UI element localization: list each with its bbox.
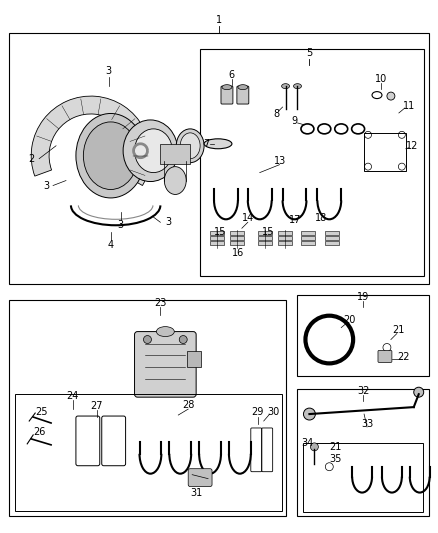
Text: 21: 21	[329, 442, 342, 452]
Bar	[304, 443, 423, 512]
Text: 12: 12	[406, 141, 418, 151]
Bar	[210, 231, 224, 235]
Text: 24: 24	[67, 391, 79, 401]
FancyBboxPatch shape	[134, 332, 196, 397]
Ellipse shape	[282, 84, 290, 88]
Bar	[187, 351, 201, 367]
Ellipse shape	[180, 133, 200, 159]
Bar	[278, 241, 292, 245]
FancyBboxPatch shape	[378, 351, 392, 362]
Circle shape	[414, 387, 424, 397]
Text: 35: 35	[329, 454, 342, 464]
Text: 6: 6	[229, 70, 235, 80]
Bar	[230, 231, 244, 235]
Ellipse shape	[238, 85, 248, 90]
FancyBboxPatch shape	[237, 86, 249, 104]
Text: 22: 22	[398, 352, 410, 362]
Text: 4: 4	[108, 240, 114, 250]
Text: 9: 9	[291, 116, 297, 126]
Text: 23: 23	[154, 298, 166, 308]
Bar	[258, 241, 272, 245]
Text: 34: 34	[301, 438, 314, 448]
Bar	[301, 231, 315, 235]
Bar	[210, 241, 224, 245]
Bar	[160, 144, 190, 164]
Text: 25: 25	[35, 407, 47, 417]
Text: 3: 3	[43, 181, 49, 190]
Circle shape	[311, 443, 318, 451]
Text: 33: 33	[361, 419, 373, 429]
Ellipse shape	[164, 167, 186, 195]
Bar	[9, 34, 429, 284]
Circle shape	[179, 336, 187, 343]
Ellipse shape	[204, 139, 232, 149]
Text: 31: 31	[190, 488, 202, 498]
Bar	[210, 236, 224, 240]
Bar	[258, 236, 272, 240]
Text: 3: 3	[117, 220, 124, 230]
Text: 14: 14	[242, 213, 254, 223]
Bar	[230, 241, 244, 245]
Text: 32: 32	[357, 386, 369, 396]
Bar	[325, 241, 339, 245]
Ellipse shape	[83, 122, 138, 190]
Text: 8: 8	[274, 109, 280, 119]
Ellipse shape	[293, 84, 301, 88]
Text: 26: 26	[33, 427, 46, 437]
Ellipse shape	[156, 327, 174, 336]
Bar	[297, 389, 429, 516]
Text: 10: 10	[375, 74, 387, 84]
FancyBboxPatch shape	[188, 469, 212, 487]
Wedge shape	[31, 96, 150, 185]
Bar	[258, 231, 272, 235]
Bar	[9, 300, 286, 516]
Text: 3: 3	[165, 217, 171, 227]
Text: 19: 19	[357, 292, 369, 302]
Text: 16: 16	[232, 248, 244, 258]
Ellipse shape	[176, 129, 204, 163]
Text: 20: 20	[343, 314, 355, 325]
Text: 3: 3	[106, 66, 112, 76]
Text: 17: 17	[290, 215, 302, 225]
Circle shape	[387, 92, 395, 100]
Bar	[278, 231, 292, 235]
Bar	[301, 236, 315, 240]
Text: 7: 7	[203, 139, 209, 149]
Text: 15: 15	[261, 227, 274, 237]
Text: 18: 18	[315, 213, 328, 223]
Text: 5: 5	[306, 49, 313, 58]
Bar	[278, 236, 292, 240]
Text: 1: 1	[216, 14, 222, 25]
Text: 13: 13	[273, 156, 286, 166]
Text: 30: 30	[268, 407, 280, 417]
Text: 29: 29	[251, 407, 264, 417]
Bar	[325, 231, 339, 235]
Bar	[15, 394, 282, 512]
Bar	[325, 236, 339, 240]
Bar	[301, 241, 315, 245]
Circle shape	[304, 408, 315, 420]
Text: 21: 21	[392, 325, 405, 335]
Bar	[200, 50, 424, 276]
Text: 2: 2	[28, 154, 34, 164]
Text: 11: 11	[403, 101, 415, 111]
Bar	[230, 236, 244, 240]
Text: 15: 15	[214, 227, 226, 237]
Text: 28: 28	[182, 400, 194, 410]
Ellipse shape	[76, 114, 145, 198]
Circle shape	[144, 336, 152, 343]
Ellipse shape	[134, 129, 172, 173]
Bar	[364, 133, 406, 171]
Text: 27: 27	[91, 401, 103, 411]
FancyBboxPatch shape	[221, 86, 233, 104]
Ellipse shape	[222, 85, 232, 90]
Ellipse shape	[123, 120, 178, 182]
Bar	[297, 295, 429, 376]
